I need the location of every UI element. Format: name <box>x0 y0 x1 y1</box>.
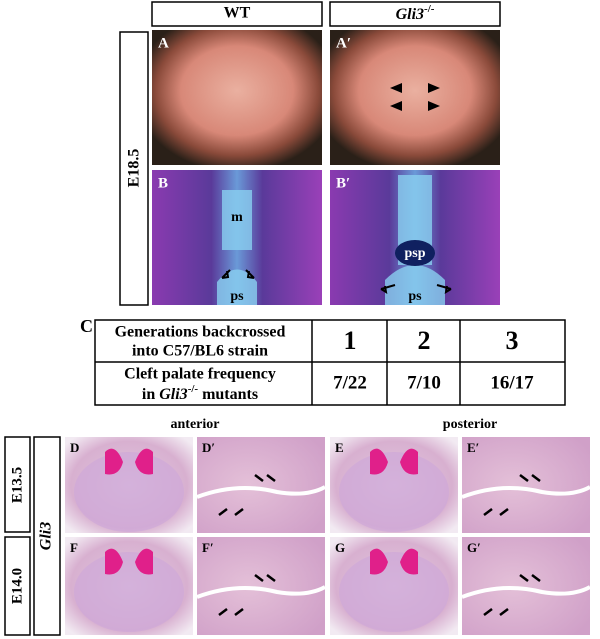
arrowheads <box>483 474 541 516</box>
table-grid <box>95 320 565 405</box>
image-panel <box>197 437 325 533</box>
header-box <box>329 1 501 27</box>
annotation: psp <box>404 246 425 261</box>
panel-label: D′ <box>202 440 215 455</box>
annotation: ps <box>408 289 422 304</box>
panel-label: E′ <box>467 440 479 455</box>
panel-label: B′ <box>336 175 350 191</box>
cell: 7/10 <box>407 372 441 393</box>
tissue <box>339 452 449 532</box>
panel-label: E <box>335 440 344 455</box>
bottom-panels: D D′ E E′ F F′ G G′ <box>65 437 591 635</box>
panel-label: C <box>80 316 93 336</box>
tissue <box>461 485 591 499</box>
panel-label: G′ <box>467 540 481 555</box>
tissue <box>461 585 591 599</box>
column-label: WT <box>224 5 251 22</box>
stain <box>395 240 435 266</box>
row-header: into C57/BL6 strain <box>132 343 268 360</box>
stage-box <box>119 31 149 306</box>
image-panel <box>462 537 590 635</box>
annotation: ps <box>230 289 244 304</box>
arrowheads <box>218 574 276 616</box>
image-panel <box>462 437 590 533</box>
tissue <box>105 548 153 575</box>
stage-box <box>4 436 31 533</box>
tissue <box>74 552 184 632</box>
arrowheads <box>483 574 541 616</box>
stage-label: E18.5 <box>126 149 143 188</box>
gene-label: Gli3 <box>38 522 55 550</box>
image-panel <box>330 30 500 165</box>
tissue <box>196 585 326 599</box>
cell: 16/17 <box>490 372 534 393</box>
arrowheads <box>218 474 276 516</box>
panel-label: A <box>158 35 169 51</box>
tissue <box>105 448 153 475</box>
panel-label: D <box>70 440 79 455</box>
position-label: anterior <box>171 417 220 432</box>
panel-label: F′ <box>202 540 214 555</box>
image-panel <box>152 30 322 165</box>
position-label: posterior <box>443 417 497 432</box>
gene-box <box>33 436 61 636</box>
column-label: Gli3-/- <box>396 3 435 23</box>
panel-label: A′ <box>336 35 351 51</box>
tissue <box>370 548 418 575</box>
row-header: in Gli3-/- mutants <box>142 383 258 403</box>
cell: 7/22 <box>333 372 367 393</box>
header-box <box>151 1 323 27</box>
annotation: m <box>231 210 243 225</box>
cell: 1 <box>344 326 357 355</box>
stain <box>217 190 257 305</box>
stage-label: E14.0 <box>9 568 25 604</box>
panel-label: G <box>335 540 345 555</box>
tissue <box>370 448 418 475</box>
panel-label: F <box>70 540 78 555</box>
tissue <box>196 485 326 499</box>
arrowheads <box>221 83 452 294</box>
tissue <box>74 452 184 532</box>
cell: 3 <box>506 326 519 355</box>
row-header: Cleft palate frequency <box>124 366 276 383</box>
stage-label: E13.5 <box>9 467 25 503</box>
panel-label: B <box>158 175 168 191</box>
row-header: Generations backcrossed <box>115 324 286 341</box>
image-panel <box>197 537 325 635</box>
cell: 2 <box>418 326 431 355</box>
tissue <box>339 552 449 632</box>
stage-box <box>4 536 31 636</box>
